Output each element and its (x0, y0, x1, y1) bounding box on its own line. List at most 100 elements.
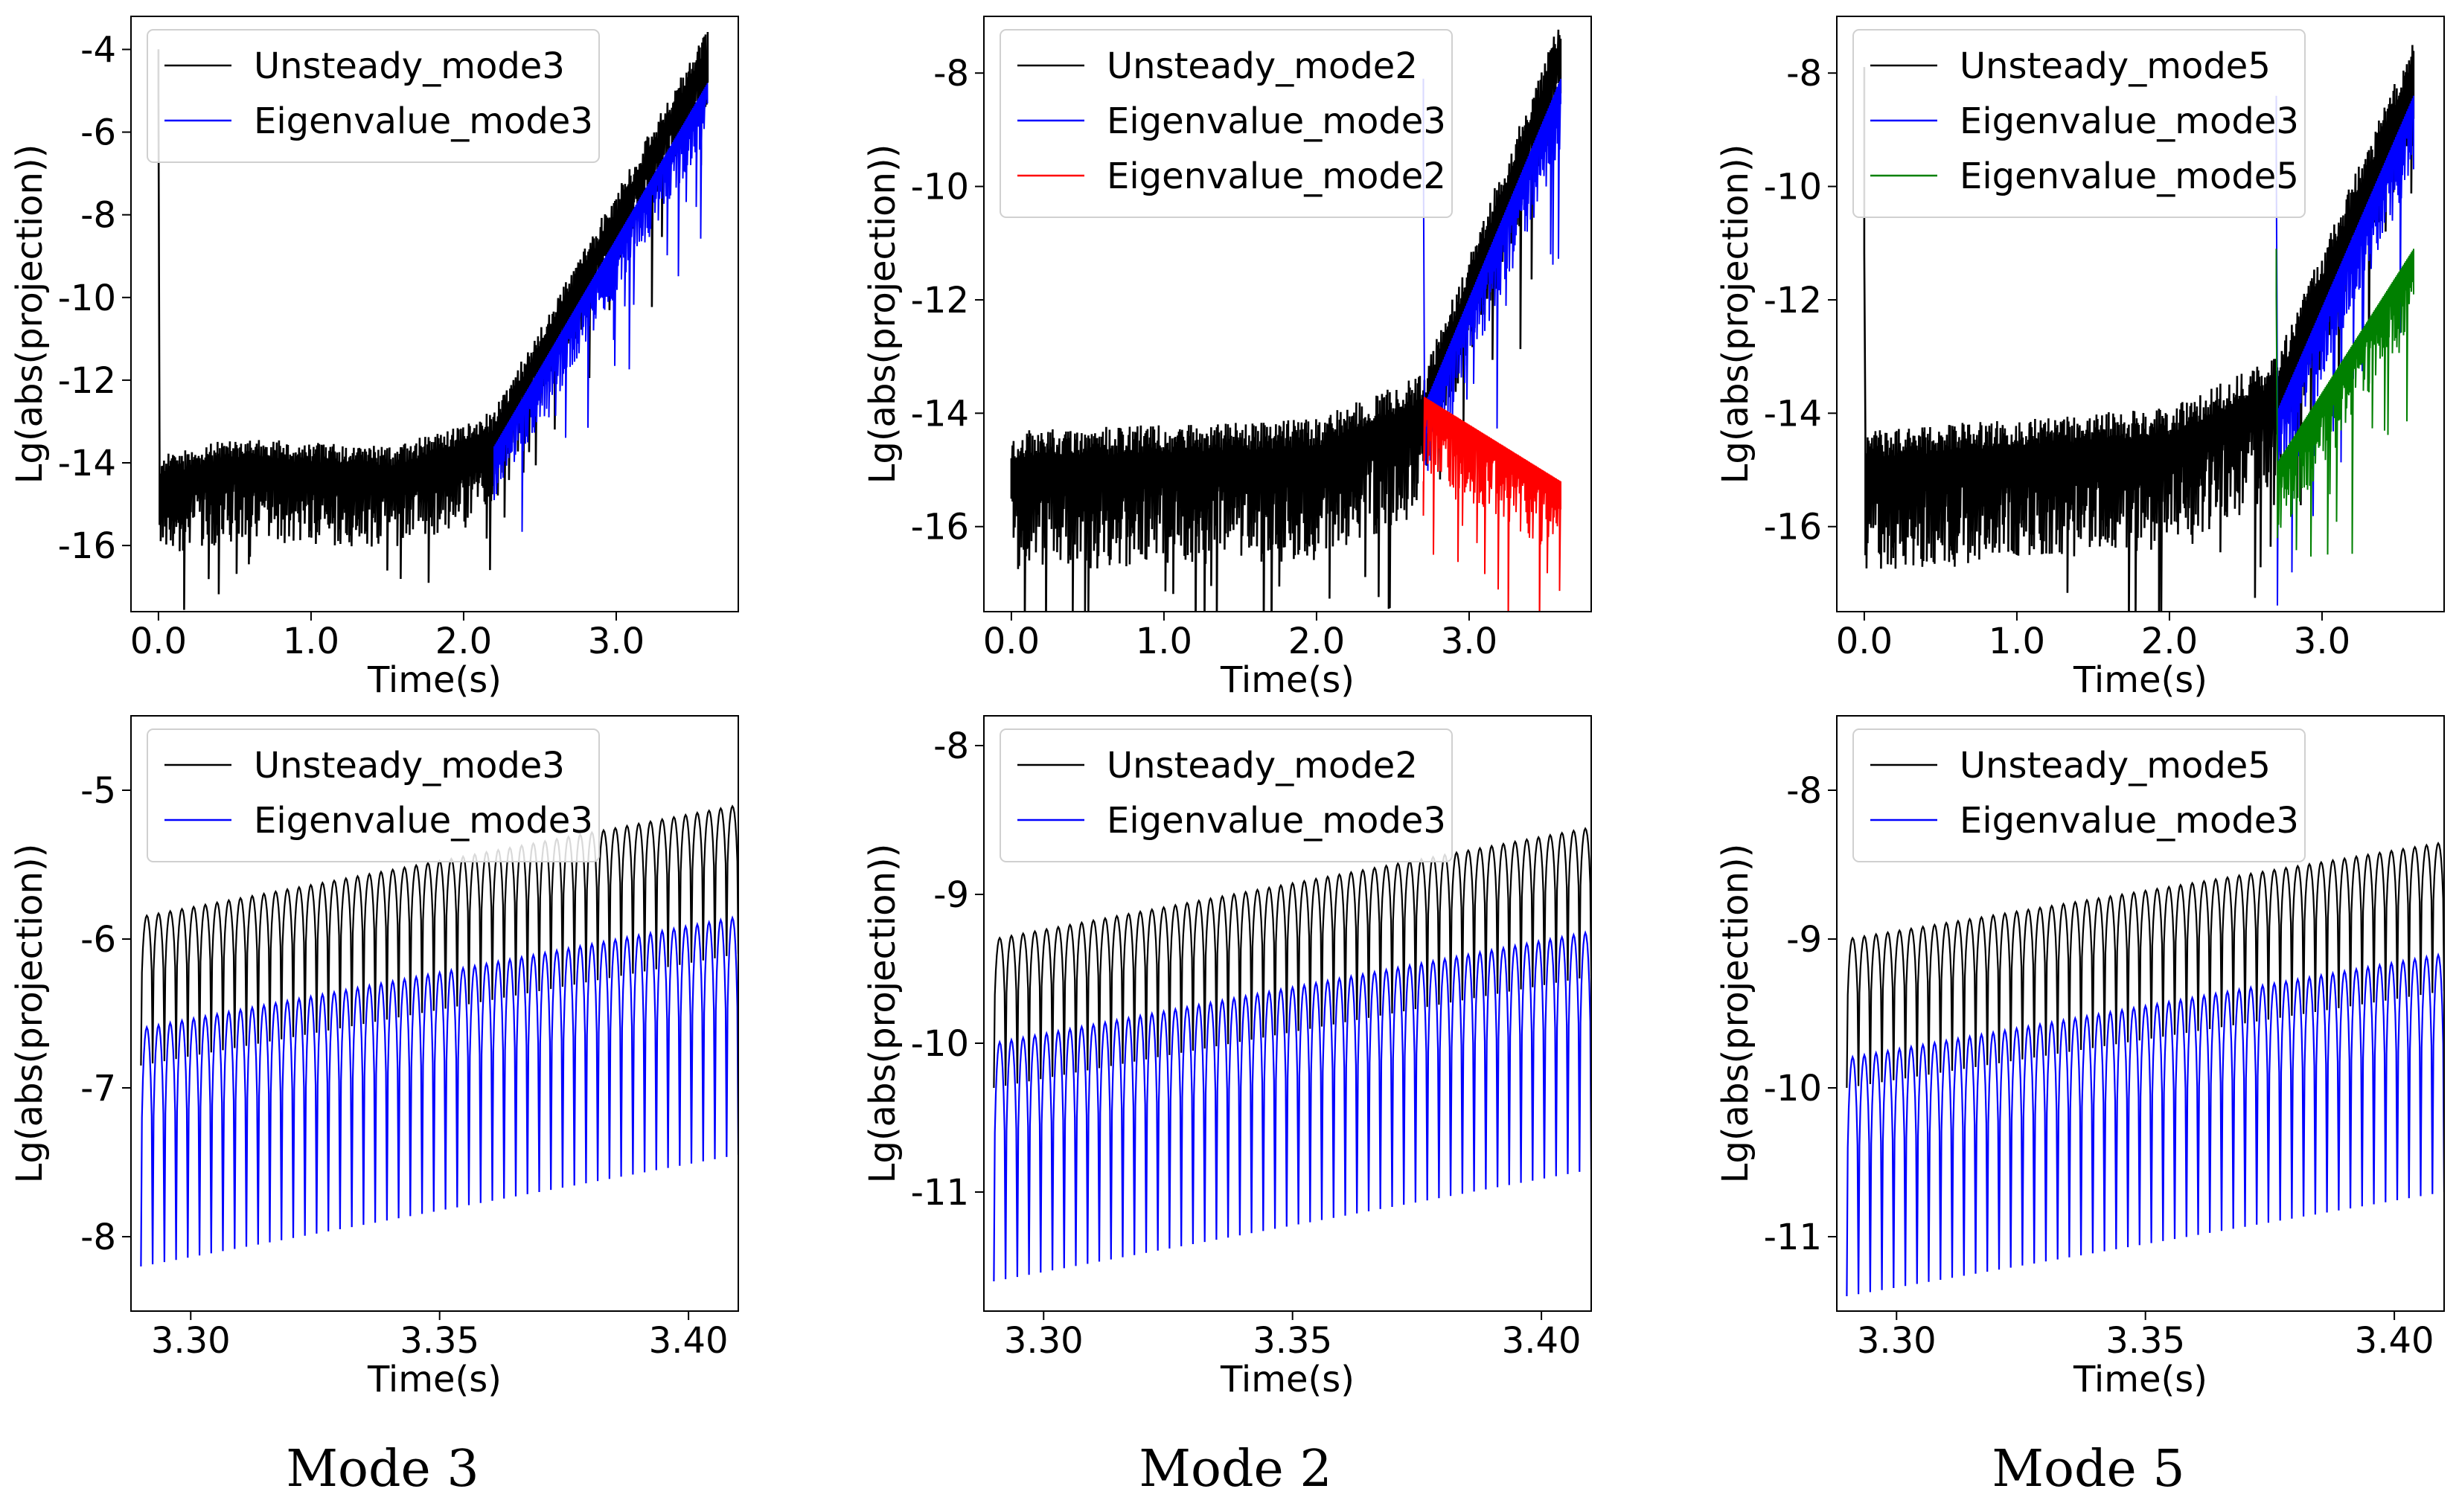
series-Eigenvalue_mode5 (2275, 249, 2414, 557)
chart-panel-4: 3.30 3.35 3.40 -5 -6 -7 -8 Time(s) Lg(abs(projec… (9, 715, 739, 1400)
y-tick-label: -6 (80, 112, 116, 154)
y-tick-label: -9 (1786, 919, 1822, 961)
y-tick-label: -10 (58, 278, 116, 319)
y-tick-label: -10 (911, 167, 969, 208)
caption-mode2: Mode 2 (1139, 1440, 1332, 1499)
y-tick-label: -12 (911, 280, 969, 321)
series-Eigenvalue_mode3 (1846, 952, 2444, 1297)
y-axis-label: Lg(abs(projection)) (862, 844, 904, 1184)
y-tick-label: -16 (911, 507, 969, 548)
y-tick-label: -16 (58, 525, 116, 567)
y-axis-label: Lg(abs(projection)) (862, 144, 904, 484)
y-tick-label: -12 (1764, 280, 1822, 321)
y-tick-label: -8 (1786, 770, 1822, 812)
x-tick-label: 1.0 (1989, 621, 2045, 662)
caption-mode5: Mode 5 (1992, 1440, 2185, 1499)
series-Eigenvalue_mode2 (1422, 397, 1561, 612)
series-Eigenvalue_mode3 (1422, 78, 1561, 534)
y-tick-label: -7 (80, 1068, 116, 1109)
axes-frame (130, 16, 739, 612)
x-tick-label: 3.30 (151, 1320, 231, 1362)
x-tick-label: 0.0 (983, 621, 1040, 662)
legend-box (1000, 29, 1453, 218)
y-tick-label: -8 (80, 195, 116, 237)
x-tick-label: 2.0 (435, 621, 492, 662)
y-tick-label: -14 (58, 443, 116, 484)
series-Eigenvalue_mode3 (140, 915, 738, 1267)
x-tick-label: 3.40 (2355, 1320, 2434, 1362)
y-tick-label: -14 (911, 393, 969, 435)
x-tick-label: 0.0 (130, 621, 187, 662)
y-tick-label: -10 (1764, 167, 1822, 208)
chart-panel-1: 0.0 1.0 2.0 3.0 -4 -6 -8 -10 -12 -14 -16 Time(s) Lg(… (9, 16, 739, 701)
x-tick-label: 3.0 (2294, 621, 2350, 662)
y-tick-label: -8 (933, 725, 969, 767)
legend-entry: Unsteady_mode3 (254, 45, 565, 87)
x-tick-label: 3.30 (1857, 1320, 1937, 1362)
plot-area (1010, 29, 1562, 612)
plot-area (1863, 45, 2415, 612)
x-axis-label: Time(s) (2073, 659, 2207, 701)
legend: Unsteady_mode5 Eigenvalue_mode3 Eigenvalue… (1852, 29, 2306, 218)
chart-panel-3: 0.0 1.0 2.0 3.0 -8 -10 -12 -14 -16 Time(s) Lg(abs(… (1715, 16, 2445, 701)
x-tick-label: 3.35 (2105, 1320, 2185, 1362)
chart-panel-6: 3.30 3.35 3.40 -8 -9 -10 -11 Time(s) Lg(abs(proj… (1715, 715, 2445, 1400)
plot-area (1846, 842, 2444, 1297)
legend-entry: Eigenvalue_mode2 (1107, 156, 1446, 197)
y-tick-label: -4 (80, 29, 116, 71)
x-tick-label: 3.30 (1004, 1320, 1084, 1362)
axes-frame (1836, 16, 2445, 612)
x-tick-label: 3.35 (1253, 1320, 1332, 1362)
y-tick-label: -10 (1764, 1068, 1822, 1109)
y-axis-label: Lg(abs(projection)) (9, 144, 51, 484)
y-axis-label: Lg(abs(projection)) (9, 844, 51, 1184)
x-axis-label: Time(s) (367, 659, 502, 701)
y-tick-label: -9 (933, 874, 969, 916)
x-axis-label: Time(s) (367, 1359, 502, 1400)
legend-entry: Eigenvalue_mode3 (1107, 800, 1446, 842)
x-tick-label: 2.0 (2141, 621, 2198, 662)
series-Eigenvalue_mode3 (993, 930, 1591, 1282)
y-tick-label: -8 (1786, 53, 1822, 94)
legend-box (1852, 29, 2306, 218)
legend-entry: Eigenvalue_mode3 (254, 800, 593, 842)
y-tick-label: -6 (80, 919, 116, 961)
series-Eigenvalue_mode3 (493, 83, 709, 532)
x-tick-label: 3.35 (400, 1320, 479, 1362)
caption-mode3: Mode 3 (286, 1440, 479, 1499)
chart-panel-2: 0.0 1.0 2.0 3.0 -8 -10 -12 -14 -16 Time(s) Lg(abs(… (862, 16, 1592, 701)
chart-panel-5: 3.30 3.35 3.40 -8 -9 -10 -11 Time(s) Lg(abs(proj… (862, 715, 1592, 1400)
legend-box (1000, 728, 1453, 862)
x-tick-label: 3.0 (1441, 621, 1497, 662)
y-tick-label: -10 (911, 1023, 969, 1065)
legend-box (1852, 728, 2306, 862)
y-tick-label: -8 (933, 53, 969, 94)
x-tick-label: 1.0 (283, 621, 339, 662)
y-tick-label: -16 (1764, 507, 1822, 548)
y-tick-label: -5 (80, 770, 116, 812)
legend-box (147, 728, 600, 862)
legend-entry: Eigenvalue_mode3 (254, 100, 593, 142)
legend-entry: Unsteady_mode2 (1107, 745, 1418, 787)
x-axis-label: Time(s) (1220, 659, 1355, 701)
plot-area (140, 804, 738, 1267)
x-tick-label: 3.40 (649, 1320, 729, 1362)
x-tick-label: 3.40 (1502, 1320, 1582, 1362)
y-tick-label: -8 (80, 1217, 116, 1258)
x-tick-label: 2.0 (1288, 621, 1345, 662)
legend: Unsteady_mode3 Eigenvalue_mode3 (147, 29, 600, 163)
x-tick-label: 1.0 (1136, 621, 1192, 662)
plot-area (993, 827, 1591, 1282)
legend-entry: Unsteady_mode3 (254, 745, 565, 787)
legend-entry: Unsteady_mode2 (1107, 45, 1418, 87)
x-axis-label: Time(s) (1220, 1359, 1355, 1400)
legend-entry: Unsteady_mode5 (1960, 745, 2271, 787)
x-tick-label: 0.0 (1836, 621, 1893, 662)
x-axis-label: Time(s) (2073, 1359, 2207, 1400)
axes-frame (983, 16, 1592, 612)
y-tick-label: -14 (1764, 393, 1822, 435)
series-Unsteady_mode3 (140, 804, 738, 1066)
legend-entry: Eigenvalue_mode3 (1107, 100, 1446, 142)
legend-entry: Eigenvalue_mode3 (1960, 100, 2299, 142)
